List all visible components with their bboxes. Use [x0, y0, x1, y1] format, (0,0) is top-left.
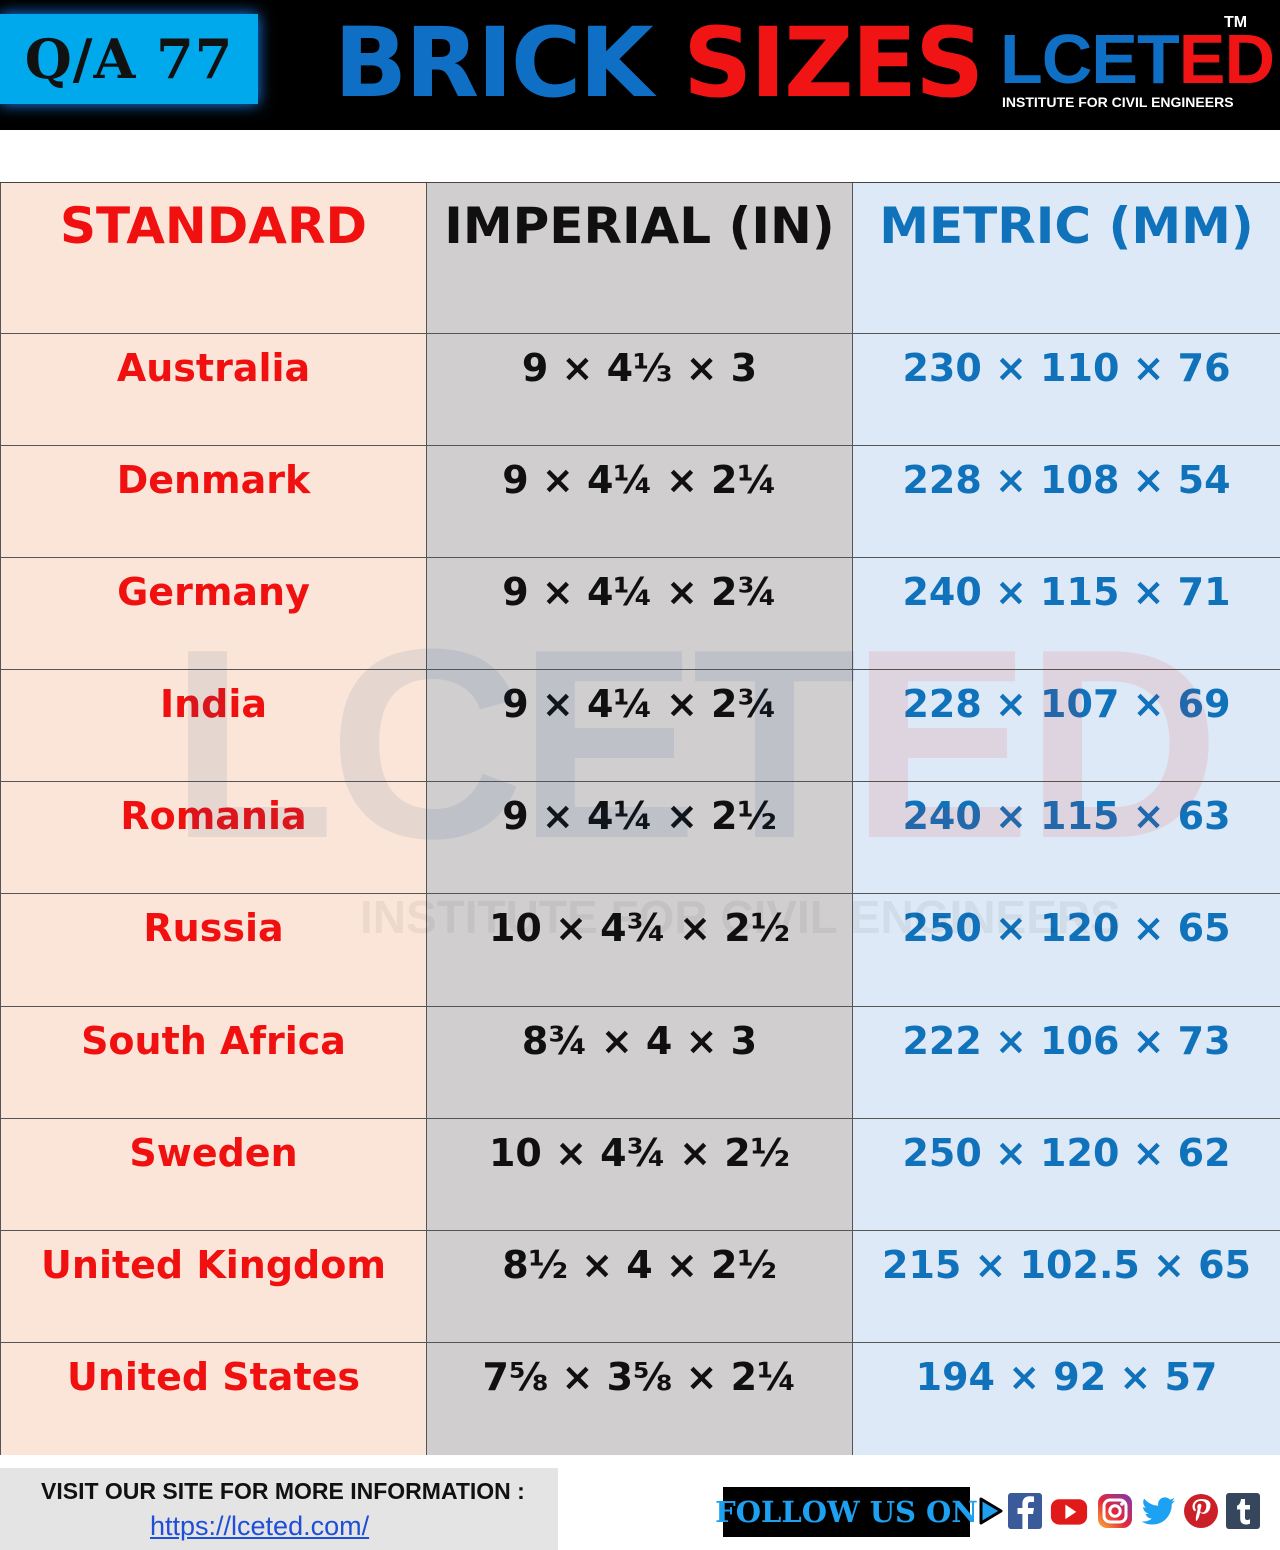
brick-sizes-table: STANDARD IMPERIAL (IN) METRIC (MM) Austr… — [0, 182, 1280, 1455]
logo-wordmark: LCETED — [1000, 24, 1275, 94]
cell-standard: South Africa — [0, 1006, 427, 1119]
cell-metric: 228 × 108 × 54 — [853, 446, 1280, 559]
play-arrow-icon — [979, 1497, 1003, 1525]
brand-logo: LCETED TM INSTITUTE FOR CIVIL ENGINEERS — [1000, 14, 1275, 114]
follow-us-box: FOLLOW US ON — [715, 1487, 978, 1537]
cell-imperial: 9 × 4¼ × 2¾ — [427, 558, 853, 671]
instagram-icon[interactable] — [1096, 1490, 1134, 1532]
cell-standard: Sweden — [0, 1118, 427, 1231]
header-bar: Q/A 77 BRICK SIZES LCETED TM INSTITUTE F… — [0, 0, 1280, 130]
youtube-icon[interactable] — [1050, 1490, 1088, 1532]
follow-us-text: FOLLOW US ON — [715, 1495, 978, 1529]
cell-imperial: 10 × 4¾ × 2½ — [427, 1118, 853, 1231]
logo-trademark: TM — [1224, 14, 1248, 31]
facebook-icon[interactable] — [1006, 1490, 1044, 1532]
cell-metric: 240 × 115 × 71 — [853, 558, 1280, 671]
cell-imperial: 7⅝ × 3⅝ × 2¼ — [427, 1342, 853, 1455]
cell-imperial: 9 × 4¼ × 2¼ — [427, 446, 853, 559]
cell-metric: 194 × 92 × 57 — [853, 1342, 1280, 1455]
header-standard: STANDARD — [0, 183, 427, 334]
cell-standard: India — [0, 670, 427, 783]
cell-standard: Australia — [0, 334, 427, 447]
page-title: BRICK SIZES — [334, 7, 984, 119]
website-link[interactable]: https://lceted.com/ — [150, 1511, 370, 1541]
cell-standard: Germany — [0, 558, 427, 671]
logo-tagline: INSTITUTE FOR CIVIL ENGINEERS — [1002, 94, 1234, 110]
cell-imperial: 9 × 4¼ × 2½ — [427, 782, 853, 895]
cell-standard: Denmark — [0, 446, 427, 559]
cell-imperial: 9 × 4⅓ × 3 — [427, 334, 853, 447]
visit-site-box: VISIT OUR SITE FOR MORE INFORMATION : ht… — [0, 1468, 558, 1550]
header-imperial: IMPERIAL (IN) — [427, 183, 853, 334]
title-part-brick: BRICK — [334, 7, 654, 119]
cell-imperial: 8½ × 4 × 2½ — [427, 1230, 853, 1343]
cell-standard: United States — [0, 1342, 427, 1455]
cell-metric: 230 × 110 × 76 — [853, 334, 1280, 447]
tumblr-icon[interactable] — [1224, 1490, 1262, 1532]
cell-metric: 228 × 107 × 69 — [853, 670, 1280, 783]
cell-metric: 215 × 102.5 × 65 — [853, 1230, 1280, 1343]
cell-metric: 240 × 115 × 63 — [853, 782, 1280, 895]
cell-metric: 250 × 120 × 62 — [853, 1118, 1280, 1231]
cell-standard: Romania — [0, 782, 427, 895]
cell-standard: Russia — [0, 894, 427, 1007]
pinterest-icon[interactable] — [1182, 1490, 1220, 1532]
cell-metric: 222 × 106 × 73 — [853, 1006, 1280, 1119]
logo-part-lcet: LCET — [1000, 20, 1180, 98]
cell-metric: 250 × 120 × 65 — [853, 894, 1280, 1007]
cell-imperial: 10 × 4¾ × 2½ — [427, 894, 853, 1007]
header-metric: METRIC (MM) — [853, 183, 1280, 334]
cell-imperial: 9 × 4¼ × 2¾ — [427, 670, 853, 783]
cell-imperial: 8¾ × 4 × 3 — [427, 1006, 853, 1119]
cell-standard: United Kingdom — [0, 1230, 427, 1343]
logo-part-ed: ED — [1178, 20, 1275, 98]
title-part-sizes: SIZES — [683, 7, 984, 119]
qa-badge: Q/A 77 — [0, 14, 258, 104]
twitter-icon[interactable] — [1140, 1490, 1178, 1532]
qa-badge-label: Q/A 77 — [24, 27, 234, 91]
visit-site-text: VISIT OUR SITE FOR MORE INFORMATION : — [41, 1478, 525, 1504]
